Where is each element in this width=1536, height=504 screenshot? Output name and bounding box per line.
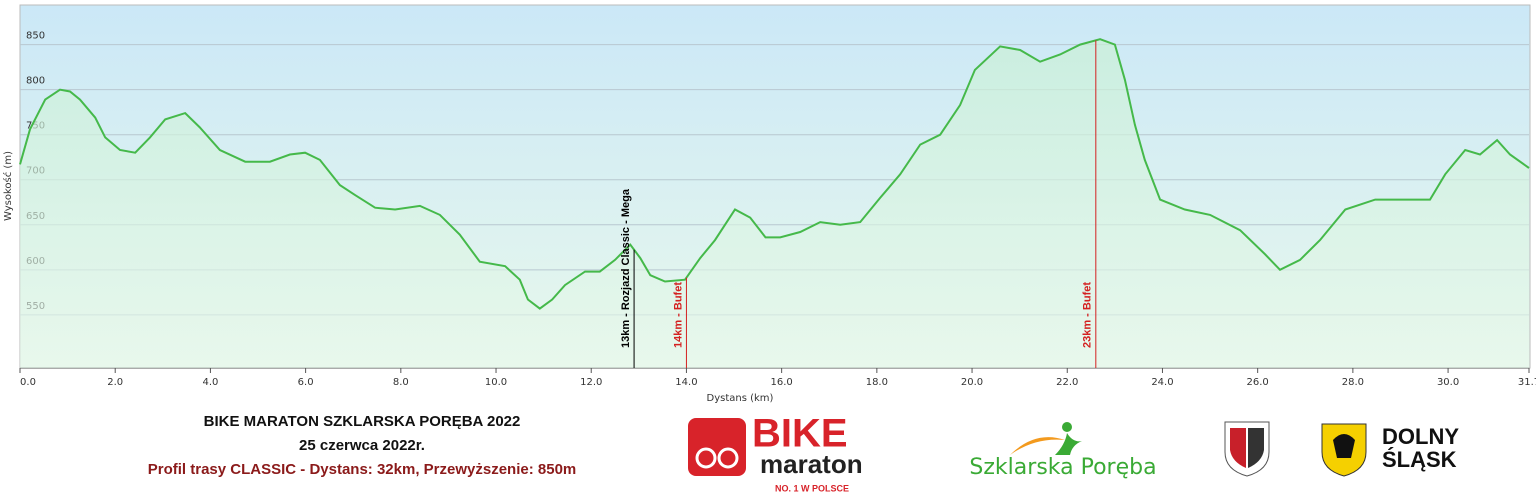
line xyxy=(19,38,1530,310)
logo-slogan: NO. 1 W POLSCE xyxy=(775,483,849,493)
logo-bike: BIKE maraton NO. 1 W POLSCE xyxy=(688,412,863,493)
x-tick-label: 31.7 xyxy=(1518,377,1536,388)
y-tick-label: 850 xyxy=(26,31,45,42)
x-tick-label: 2.0 xyxy=(107,377,123,388)
x-tick-label: 4.0 xyxy=(202,377,218,388)
x-tick-label: 12.0 xyxy=(580,377,602,388)
footer-date: 25 czerwca 2022r. xyxy=(299,437,425,454)
footer-profile: Profil trasy CLASSIC - Dystans: 32km, Pr… xyxy=(148,461,577,478)
x-axis-label: Dystans (km) xyxy=(707,393,774,404)
annotation-label: 23km - Bufet xyxy=(1082,282,1094,348)
y-tick-label: 800 xyxy=(26,76,45,87)
x-tick-label: 30.0 xyxy=(1437,377,1459,388)
footer-title: BIKE MARATON SZKLARSKA PORĘBA 2022 xyxy=(204,413,521,430)
x-tick-label: 22.0 xyxy=(1056,377,1078,388)
x-tick-label: 10.0 xyxy=(485,377,507,388)
logo-icon xyxy=(688,418,746,476)
x-tick-label: 14.0 xyxy=(675,377,697,388)
annotation-label: 14km - Bufet xyxy=(672,282,684,348)
x-tick-label: 24.0 xyxy=(1151,377,1173,388)
logo-text: DOLNY xyxy=(1382,424,1459,449)
figure xyxy=(1055,433,1082,455)
x-tick-label: 16.0 xyxy=(771,377,793,388)
figure xyxy=(1062,422,1072,432)
wheel xyxy=(717,447,739,469)
logo-text: BIKE xyxy=(752,412,848,456)
x-tick-label: 28.0 xyxy=(1342,377,1364,388)
swoosh xyxy=(1010,437,1065,455)
x-tick-label: 20.0 xyxy=(961,377,983,388)
logo-text: maraton xyxy=(760,449,863,479)
x-tick-label: 0.0 xyxy=(20,377,36,388)
x-tick-label: 8.0 xyxy=(393,377,409,388)
coat-of-arms-part xyxy=(1230,428,1246,468)
coat-of-arms-part xyxy=(1248,428,1264,468)
y-axis-label: Wysokość (m) xyxy=(2,151,14,221)
x-tick-label: 6.0 xyxy=(298,377,314,388)
logo-town: Szklarska Poręba xyxy=(969,422,1157,480)
logo-text: ŚLĄSK xyxy=(1382,447,1457,472)
annotation-label: 13km - Rozjazd Classic - Mega xyxy=(620,188,632,348)
eagle xyxy=(1333,434,1355,458)
area-fill xyxy=(20,39,1529,368)
logo-text: Szklarska Poręba xyxy=(969,455,1156,480)
wheel xyxy=(695,447,717,469)
x-tick-label: 18.0 xyxy=(866,377,888,388)
x-tick-label: 26.0 xyxy=(1247,377,1269,388)
